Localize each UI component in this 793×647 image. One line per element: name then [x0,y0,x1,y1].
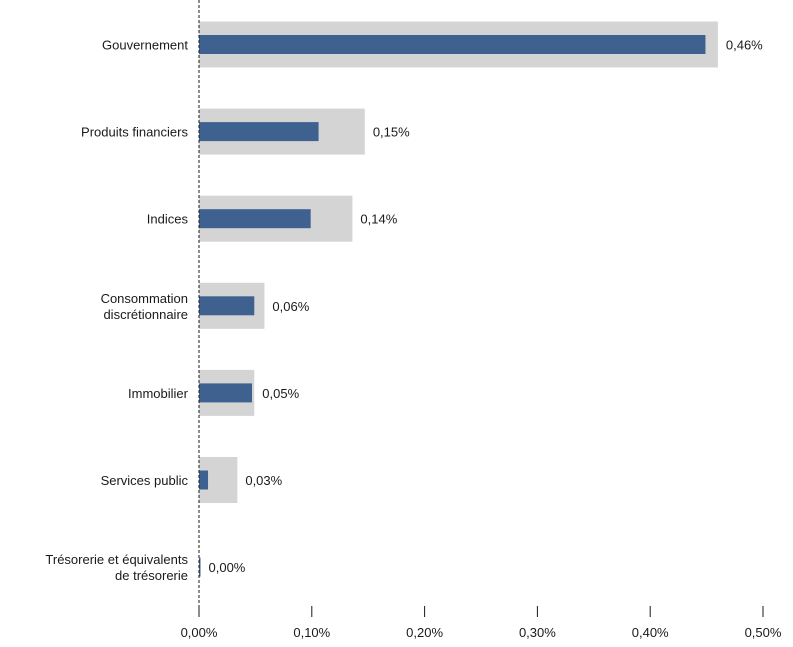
category-label: Consommation [101,291,188,306]
data-label: 0,05% [262,386,299,401]
data-label: 0,03% [245,473,282,488]
bar-foreground [199,35,706,54]
bar-foreground [199,296,255,316]
data-label: 0,06% [272,299,309,314]
category-label: Immobilier [128,386,189,401]
x-tick-label: 0,50% [745,625,782,640]
x-tick-label: 0,40% [632,625,669,640]
category-label: discrétionnaire [103,307,188,322]
category-label: Services public [101,473,189,488]
category-label: de trésorerie [115,568,188,583]
x-tick-label: 0,30% [519,625,556,640]
bar-foreground [199,383,253,403]
category-label: Gouvernement [102,38,188,53]
x-tick-label: 0,10% [293,625,330,640]
bar-foreground [199,470,209,490]
data-label: 0,46% [726,38,763,53]
data-label: 0,15% [373,125,410,140]
bar-foreground [199,557,201,577]
category-label: Produits financiers [81,125,188,140]
bar-foreground [199,122,319,142]
data-label: 0,00% [209,560,246,575]
category-label: Trésorerie et équivalents [45,552,188,567]
x-tick-label: 0,00% [181,625,218,640]
bar-foreground [199,209,311,229]
x-tick-label: 0,20% [406,625,443,640]
category-label: Indices [147,212,189,227]
data-label: 0,14% [360,212,397,227]
